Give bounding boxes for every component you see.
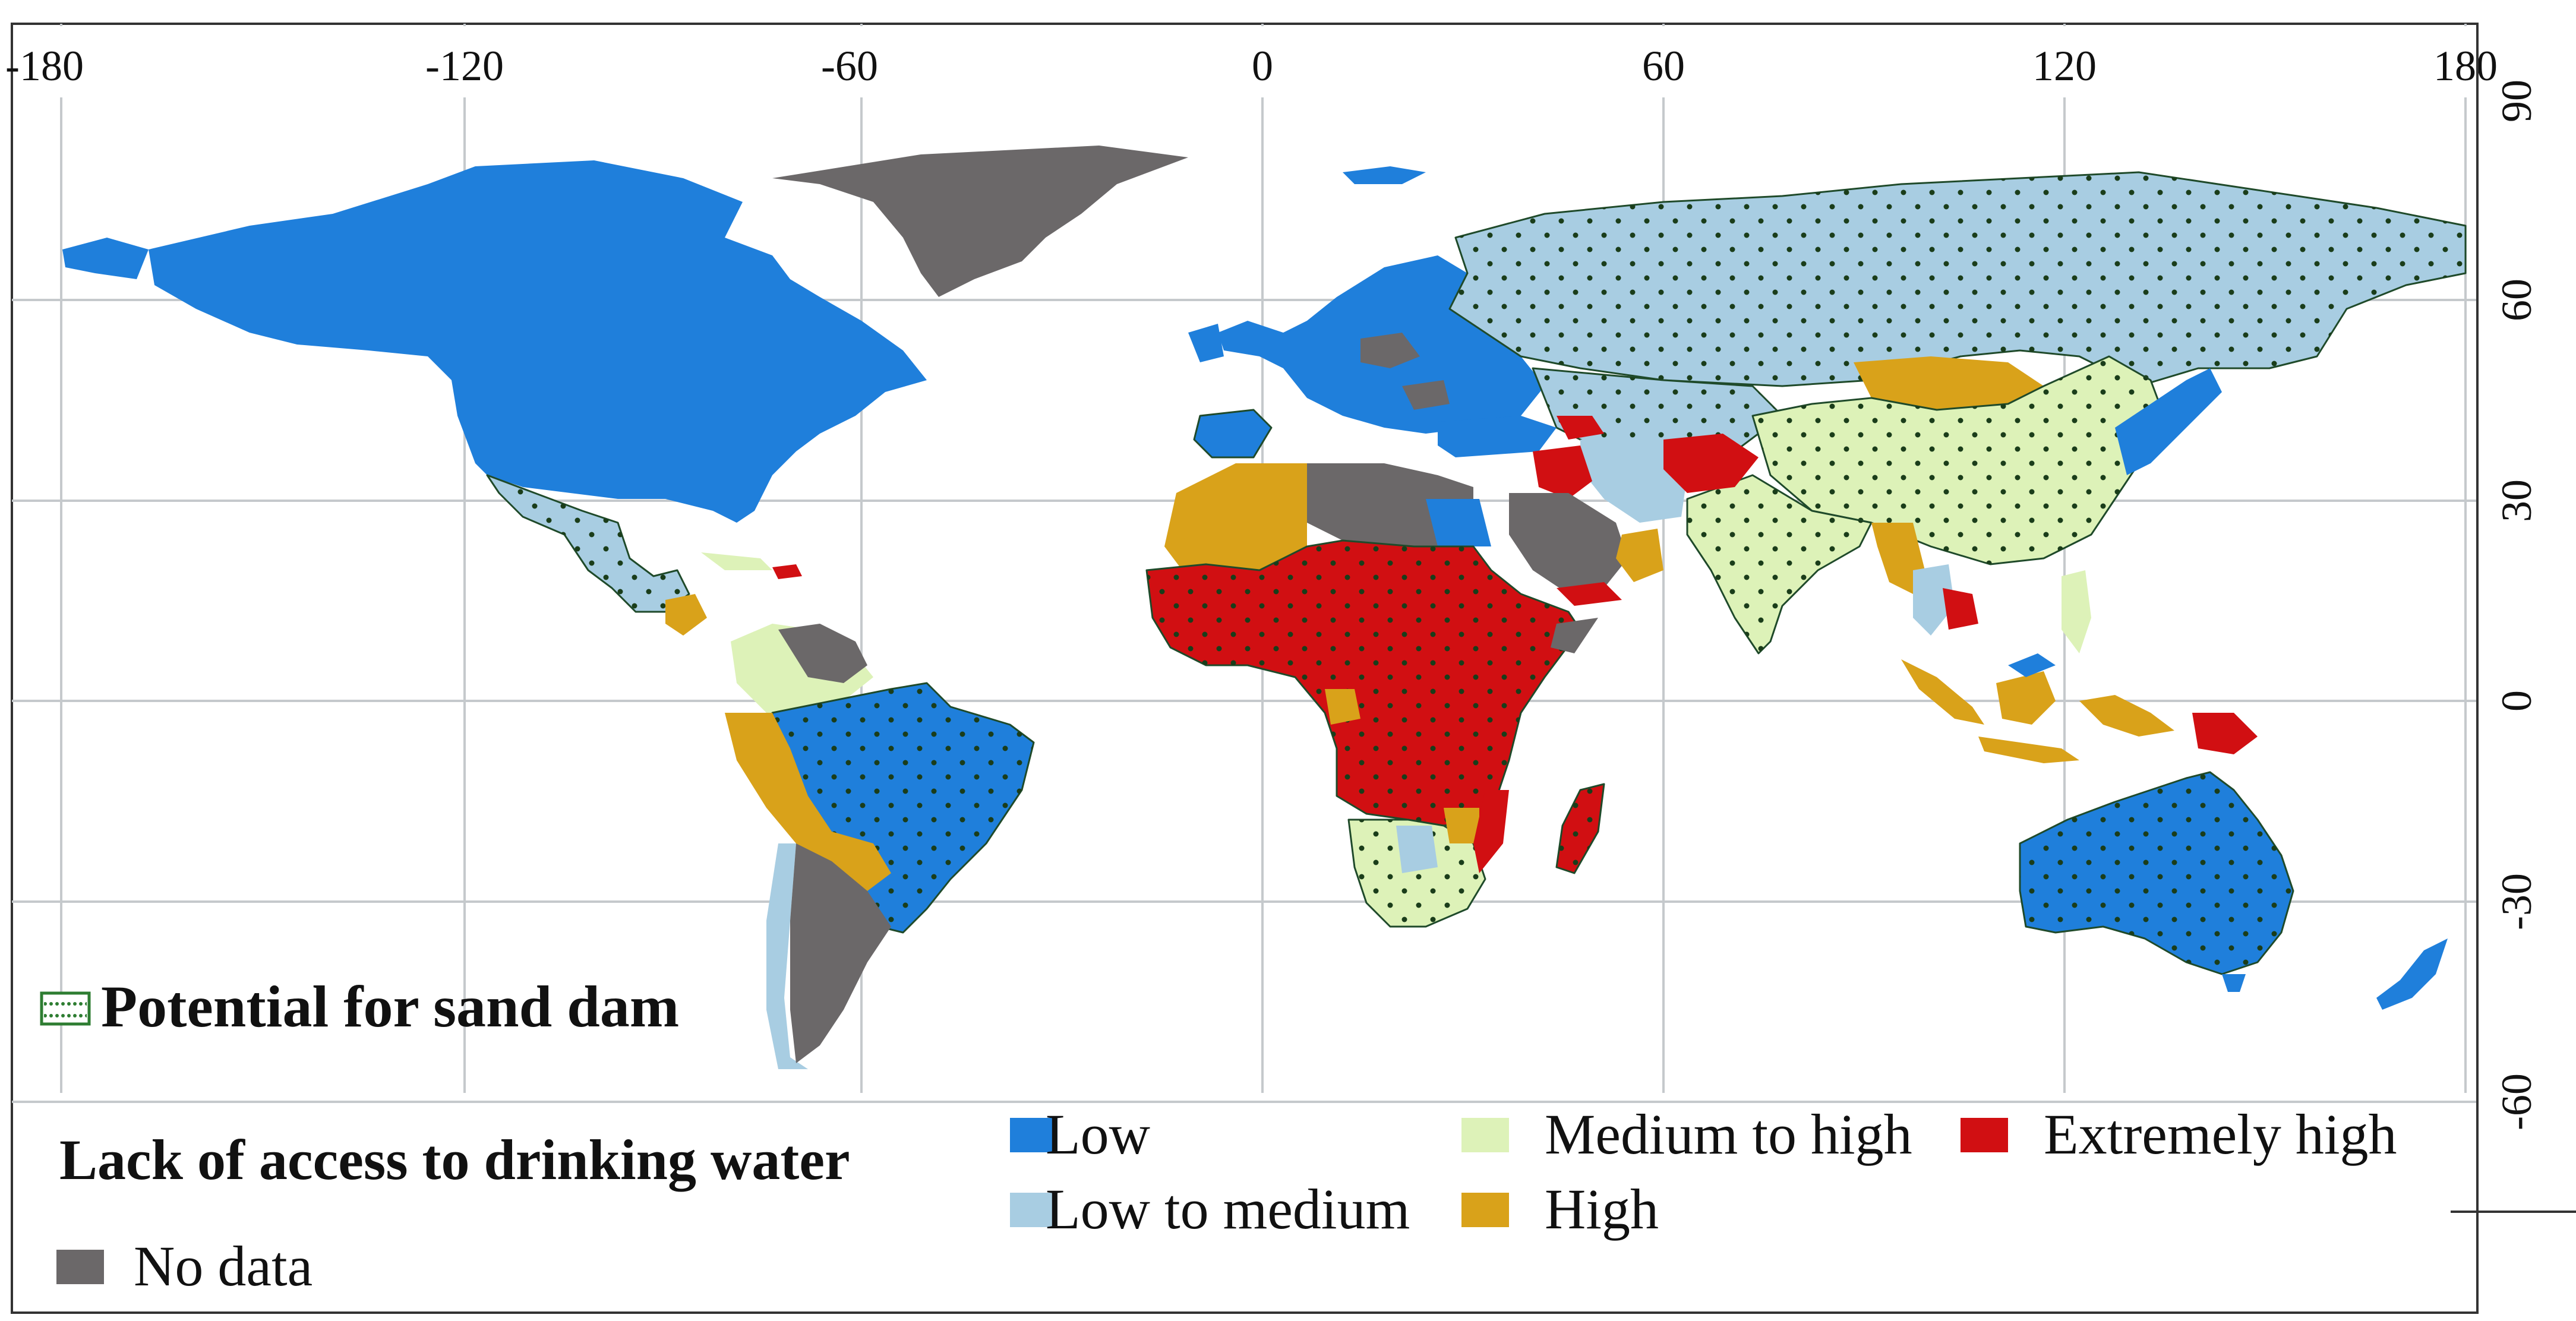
botswana: [1396, 826, 1438, 873]
papua-new-guinea: [2192, 713, 2258, 754]
legend-label-high: High: [1545, 1177, 1659, 1241]
sahel-hatch: [1147, 541, 1580, 826]
africa-north-nodata: [1307, 463, 1473, 546]
west-africa-highlight: [1164, 535, 1206, 570]
legend-label-medium-to-high: Medium to high: [1545, 1102, 1912, 1166]
lon-tick-label: 0: [1252, 42, 1273, 90]
india-hatch: [1687, 475, 1871, 653]
peru-bolivia: [725, 713, 891, 891]
madagascar-hatch: [1557, 784, 1604, 873]
central-america-high: [665, 594, 707, 636]
latitude-axis: 90 60 30 0 -30 -60: [2451, 24, 2576, 1213]
mongolia: [1854, 356, 2044, 410]
lon-tick-label: -120: [425, 42, 504, 90]
legend-swatch-low: [1010, 1118, 1057, 1152]
legend-swatch-extremely-high: [1961, 1118, 2008, 1152]
lon-tick-label: 120: [2032, 42, 2097, 90]
australia-hatch: [2020, 772, 2293, 974]
alaska-tip: [62, 238, 149, 279]
malaysia: [2008, 653, 2056, 677]
morocco-algeria: [1164, 463, 1307, 570]
belarus-nodata: [1360, 333, 1420, 368]
lat-tick-label: -60: [2493, 1073, 2540, 1130]
mozambique: [1473, 790, 1509, 873]
legend-swatch-medium-to-high: [1461, 1118, 1509, 1152]
lon-tick-label: -60: [821, 42, 878, 90]
lat-tick-label: 90: [2493, 80, 2540, 122]
iceland: [1343, 166, 1426, 184]
iran: [1580, 440, 1687, 523]
lon-tick-label: 60: [1642, 42, 1685, 90]
lon-tick-label: 180: [2433, 42, 2498, 90]
legend-swatch-low-to-medium: [1010, 1193, 1057, 1227]
legend-label-low-to-medium: Low to medium: [1046, 1177, 1410, 1241]
korea-japan: [2115, 368, 2222, 475]
haiti: [772, 564, 802, 579]
turkey: [1438, 416, 1557, 457]
ukraine-nodata: [1402, 380, 1450, 410]
access-legend: Lack of access to drinking water Low Low…: [56, 1102, 2397, 1298]
lat-tick-label: 30: [2493, 479, 2540, 522]
guyana-region: [778, 624, 867, 683]
southern-africa-hatch: [1349, 820, 1485, 927]
caucasus: [1557, 416, 1604, 440]
legend-label-no-data: No data: [134, 1234, 312, 1298]
indonesia-borneo: [1996, 671, 2056, 725]
indonesia-java: [1978, 737, 2079, 763]
tasmania: [2222, 974, 2246, 992]
sand-dam-legend: Potential for sand dam: [40, 974, 679, 1039]
egypt: [1426, 499, 1491, 546]
lon-tick-label: -180: [5, 42, 84, 90]
sand-dam-label: Potential for sand dam: [101, 974, 679, 1039]
somalia: [1551, 618, 1598, 653]
new-zealand: [2376, 938, 2448, 1010]
philippines: [2062, 570, 2091, 653]
argentina: [790, 843, 891, 1063]
oman: [1616, 529, 1663, 582]
china-hatch: [1753, 356, 2168, 564]
longitude-labels: -180 -120 -60 0 60 120 180: [5, 42, 2498, 90]
saudi-arabia: [1509, 493, 1628, 594]
zimbabwe: [1444, 808, 1479, 843]
chile: [766, 843, 808, 1069]
caribbean-medium: [701, 552, 772, 570]
gabon: [1325, 689, 1360, 725]
legend-swatch-high: [1461, 1193, 1509, 1227]
mexico-hatch: [487, 475, 689, 612]
indonesia-sulawesi-east: [2079, 695, 2174, 737]
iraq-syria: [1533, 445, 1592, 499]
legend-label-low: Low: [1046, 1102, 1150, 1166]
uk: [1188, 324, 1224, 362]
lat-tick-label: 60: [2493, 279, 2540, 321]
russia-hatch: [1450, 172, 2465, 386]
indonesia-sumatra: [1901, 659, 1984, 725]
myanmar: [1871, 523, 1925, 594]
iberia: [1193, 409, 1273, 459]
north-america-canada-usa: [149, 160, 927, 523]
yemen: [1557, 582, 1622, 606]
legend-label-extremely-high: Extremely high: [2044, 1102, 2397, 1166]
greenland: [772, 146, 1188, 297]
lat-tick-label: -30: [2493, 873, 2540, 930]
countries: [62, 146, 2467, 1069]
legend-swatch-no-data: [56, 1250, 104, 1284]
cambodia: [1943, 588, 1978, 630]
lat-tick-label: 0: [2493, 690, 2540, 712]
legend-title: Lack of access to drinking water: [59, 1128, 850, 1192]
thailand-laos: [1913, 564, 1955, 636]
afghanistan: [1663, 434, 1759, 493]
